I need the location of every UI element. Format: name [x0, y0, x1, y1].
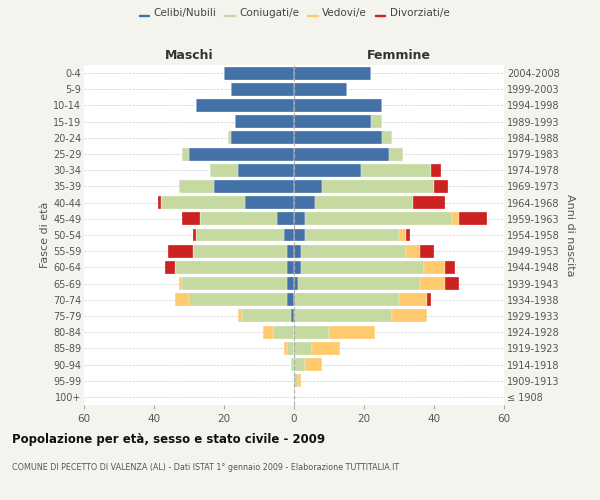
Bar	[179, 180, 214, 193]
Bar	[263, 326, 273, 338]
Bar	[273, 326, 294, 338]
Bar	[196, 228, 284, 241]
Bar	[287, 277, 294, 290]
Text: Maschi: Maschi	[164, 49, 214, 62]
Bar	[238, 164, 294, 176]
Legend: Celibi/Nubili, Coniugati/e, Vedovi/e, Divorziati/e: Celibi/Nubili, Coniugati/e, Vedovi/e, Di…	[139, 8, 449, 18]
Bar	[294, 277, 298, 290]
Bar	[434, 180, 448, 193]
Text: Popolazione per età, sesso e stato civile - 2009: Popolazione per età, sesso e stato civil…	[12, 432, 325, 446]
Bar	[179, 277, 182, 290]
Bar	[294, 164, 361, 176]
Bar	[413, 196, 445, 209]
Bar	[294, 83, 347, 96]
Bar	[294, 115, 371, 128]
Bar	[161, 196, 245, 209]
Bar	[175, 261, 287, 274]
Bar	[193, 244, 287, 258]
Bar	[452, 212, 458, 226]
Bar	[168, 244, 193, 258]
Bar	[290, 358, 294, 371]
Bar	[182, 212, 199, 226]
Bar	[284, 342, 287, 355]
Bar	[329, 326, 374, 338]
Bar	[182, 148, 189, 160]
Bar	[420, 244, 434, 258]
Bar	[294, 374, 298, 387]
Bar	[322, 180, 434, 193]
Y-axis label: Anni di nascita: Anni di nascita	[565, 194, 575, 276]
Bar	[305, 358, 322, 371]
Bar	[294, 180, 322, 193]
Bar	[301, 261, 424, 274]
Bar	[290, 310, 294, 322]
Bar	[241, 310, 290, 322]
Bar	[445, 277, 458, 290]
Bar	[301, 244, 406, 258]
Bar	[427, 294, 431, 306]
Bar	[305, 228, 399, 241]
Bar	[294, 244, 301, 258]
Bar	[164, 261, 175, 274]
Bar	[294, 228, 305, 241]
Bar	[315, 196, 413, 209]
Bar	[420, 277, 445, 290]
Bar	[399, 294, 427, 306]
Bar	[287, 244, 294, 258]
Bar	[245, 196, 294, 209]
Bar	[287, 294, 294, 306]
Bar	[298, 374, 301, 387]
Y-axis label: Fasce di età: Fasce di età	[40, 202, 50, 268]
Bar	[277, 212, 294, 226]
Bar	[294, 261, 301, 274]
Bar	[227, 132, 231, 144]
Bar	[294, 342, 311, 355]
Bar	[458, 212, 487, 226]
Bar	[210, 164, 238, 176]
Bar	[406, 228, 409, 241]
Bar	[238, 310, 241, 322]
Bar	[311, 342, 340, 355]
Bar	[294, 99, 382, 112]
Bar	[199, 212, 277, 226]
Bar	[224, 66, 294, 80]
Text: COMUNE DI PECETTO DI VALENZA (AL) - Dati ISTAT 1° gennaio 2009 - Elaborazione TU: COMUNE DI PECETTO DI VALENZA (AL) - Dati…	[12, 462, 399, 471]
Bar	[189, 148, 294, 160]
Text: Femmine: Femmine	[367, 49, 431, 62]
Bar	[371, 115, 382, 128]
Bar	[231, 132, 294, 144]
Bar	[294, 132, 382, 144]
Bar	[294, 358, 305, 371]
Bar	[235, 115, 294, 128]
Bar	[392, 310, 427, 322]
Bar	[389, 148, 403, 160]
Bar	[284, 228, 294, 241]
Bar	[287, 342, 294, 355]
Bar	[231, 83, 294, 96]
Bar	[294, 212, 305, 226]
Bar	[287, 261, 294, 274]
Bar	[294, 148, 389, 160]
Bar	[294, 294, 399, 306]
Bar	[294, 66, 371, 80]
Bar	[305, 212, 452, 226]
Bar	[193, 228, 196, 241]
Bar	[214, 180, 294, 193]
Bar	[294, 310, 392, 322]
Bar	[294, 326, 329, 338]
Bar	[406, 244, 420, 258]
Bar	[445, 261, 455, 274]
Bar	[182, 277, 287, 290]
Bar	[424, 261, 445, 274]
Bar	[175, 294, 189, 306]
Bar	[382, 132, 392, 144]
Bar	[298, 277, 420, 290]
Bar	[196, 99, 294, 112]
Bar	[189, 294, 287, 306]
Bar	[294, 196, 315, 209]
Bar	[361, 164, 431, 176]
Bar	[431, 164, 441, 176]
Bar	[399, 228, 406, 241]
Bar	[157, 196, 161, 209]
